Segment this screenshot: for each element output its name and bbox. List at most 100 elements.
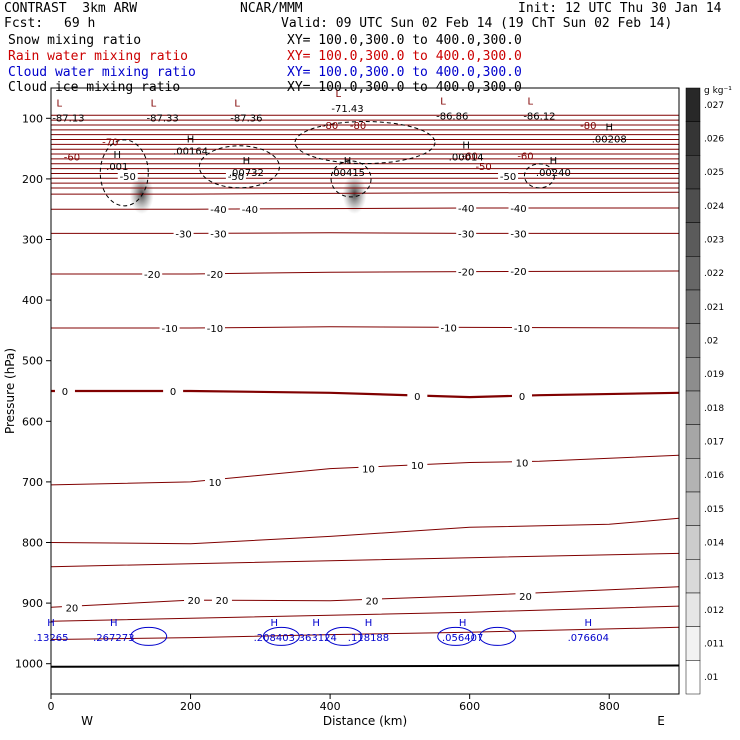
cloud-water-label: .208403 [254, 633, 295, 644]
field-rain-xy: XY= 100.0,300.0 to 400.0,300.0 [287, 49, 522, 64]
isotherm-label-bg [456, 227, 477, 239]
isotherm-label-bg [159, 321, 180, 333]
cloud-water-contour [325, 626, 363, 646]
isotherm-label: -50 [228, 172, 244, 183]
colorbar-swatch [685, 323, 701, 358]
colorbar-swatch [685, 626, 701, 661]
isotherm-label-bg [184, 594, 205, 606]
temp-min-marker: L [234, 98, 240, 109]
colorbar-tick-label: .013 [704, 572, 724, 582]
isotherm-label: 10 [209, 478, 222, 489]
colorbar-swatch [685, 188, 701, 223]
isotherm-label: -60 [461, 151, 477, 162]
isotherm-label-bg [239, 203, 260, 215]
isotherm-label-bg [142, 268, 163, 280]
temp-min-label: -87.13 [52, 113, 84, 124]
cloud-ice-contour [99, 139, 149, 207]
isotherm-label-bg [358, 462, 379, 474]
isotherm-label: -20 [458, 268, 474, 279]
ice-max-label: .00415 [330, 168, 365, 179]
isotherm-label: -30 [210, 229, 226, 240]
plot-frame [50, 87, 680, 695]
temp-min-marker: L [56, 98, 62, 109]
cloud-ice-contour [523, 163, 555, 189]
cloud-water-marker: H [585, 618, 593, 629]
isotherm-label-bg [456, 201, 477, 213]
x-tick-label: 800 [599, 700, 620, 713]
isotherm-label: 10 [516, 459, 529, 470]
x-tick-label: 400 [320, 700, 341, 713]
isotherm-lower [50, 626, 680, 640]
isotherm-label: -70 [102, 138, 118, 149]
cloud-water-marker: H [365, 618, 373, 629]
colorbar-tick-label: .01 [704, 673, 718, 683]
colorbar-tick-label: .017 [704, 438, 724, 448]
isotherm-label: 10 [411, 461, 424, 472]
header-valid: Valid: 09 UTC Sun 02 Feb 14 (19 ChT Sun … [281, 16, 673, 31]
y-tick-label: 100 [22, 112, 43, 125]
y-tick-label: 1000 [15, 658, 43, 671]
temp-min-label: -86.86 [436, 111, 468, 122]
header-model: CONTRAST 3km ARW [4, 1, 138, 16]
colorbar-swatch [685, 256, 701, 291]
isotherm-label: 10 [362, 465, 375, 476]
isotherm-label: -80 [322, 121, 338, 132]
isotherm-label: -10 [207, 324, 223, 335]
isotherm-label-bg [407, 389, 428, 401]
isotherm-label: -80 [580, 121, 596, 132]
cloud-ice-contour [198, 145, 280, 189]
cloud-water-label: .267273 [93, 633, 134, 644]
cloud-water-marker: H [271, 618, 279, 629]
cloud-water-label: .363124 [295, 633, 336, 644]
ice-max-marker: H [344, 156, 352, 167]
isotherm-label: -50 [475, 162, 491, 173]
header-fcst-label: Fcst: [4, 16, 44, 31]
colorbar-tick-label: .014 [704, 539, 724, 549]
colorbar-swatch [685, 222, 701, 257]
colorbar-unit: g kg⁻¹ [704, 86, 732, 96]
isotherm-0 [51, 389, 680, 399]
temp-min-label: -86.12 [523, 111, 555, 122]
cloud-water-contour [262, 626, 300, 646]
isotherm-label: -40 [458, 204, 474, 215]
isotherm-label: 20 [519, 592, 532, 603]
isotherm-label-bg [438, 321, 459, 333]
ice-max-marker: H [462, 141, 470, 152]
isotherm-label: -20 [510, 267, 526, 278]
header-init: Init: 12 UTC Thu 30 Jan 14 [518, 1, 722, 16]
isotherm-label-bg [498, 169, 519, 181]
isotherm-label-bg [508, 201, 529, 213]
cloud-water-label: .118188 [348, 633, 389, 644]
isotherm-label-bg [208, 203, 229, 215]
field-rain-name: Rain water mixing ratio [8, 49, 189, 64]
isotherm-20 [50, 586, 680, 608]
colorbar-tick-label: .02 [704, 337, 718, 347]
isotherm--10 [51, 326, 680, 329]
isotherm-label: -20 [144, 270, 160, 281]
isotherm-label-bg [54, 385, 75, 396]
isotherm-label: -40 [242, 205, 258, 216]
cloud-ice-contour [330, 160, 372, 198]
isotherm-label-bg [508, 265, 529, 277]
isotherm-label-bg [512, 321, 532, 333]
isotherm-label-bg [117, 169, 138, 181]
isotherm-label: -50 [500, 172, 516, 183]
isotherm-label-bg [163, 385, 184, 396]
isotherm-label: -40 [210, 205, 226, 216]
y-tick-label: 800 [22, 537, 43, 550]
isotherm-label-bg [208, 227, 229, 239]
temp-min-label: -71.43 [331, 104, 363, 115]
isotherm-label-bg [515, 589, 536, 601]
isotherm-label-bg [204, 475, 225, 487]
colorbar: .027 .026 .025 .024 .023 .022 .021 .02 .019 .018.… [685, 87, 724, 695]
isotherm-label: -50 [120, 172, 136, 183]
header-fcst-value: 69 h [64, 16, 96, 31]
isotherm-label: -60 [517, 151, 533, 162]
cloud-water-label: .076604 [568, 633, 609, 644]
isotherm-label-bg [508, 227, 529, 239]
field-snow-xy: XY= 100.0,300.0 to 400.0,300.0 [287, 33, 522, 48]
y-tick-label: 600 [22, 415, 43, 428]
x-tick-label: 600 [459, 700, 480, 713]
isotherm-label: 0 [170, 387, 176, 398]
